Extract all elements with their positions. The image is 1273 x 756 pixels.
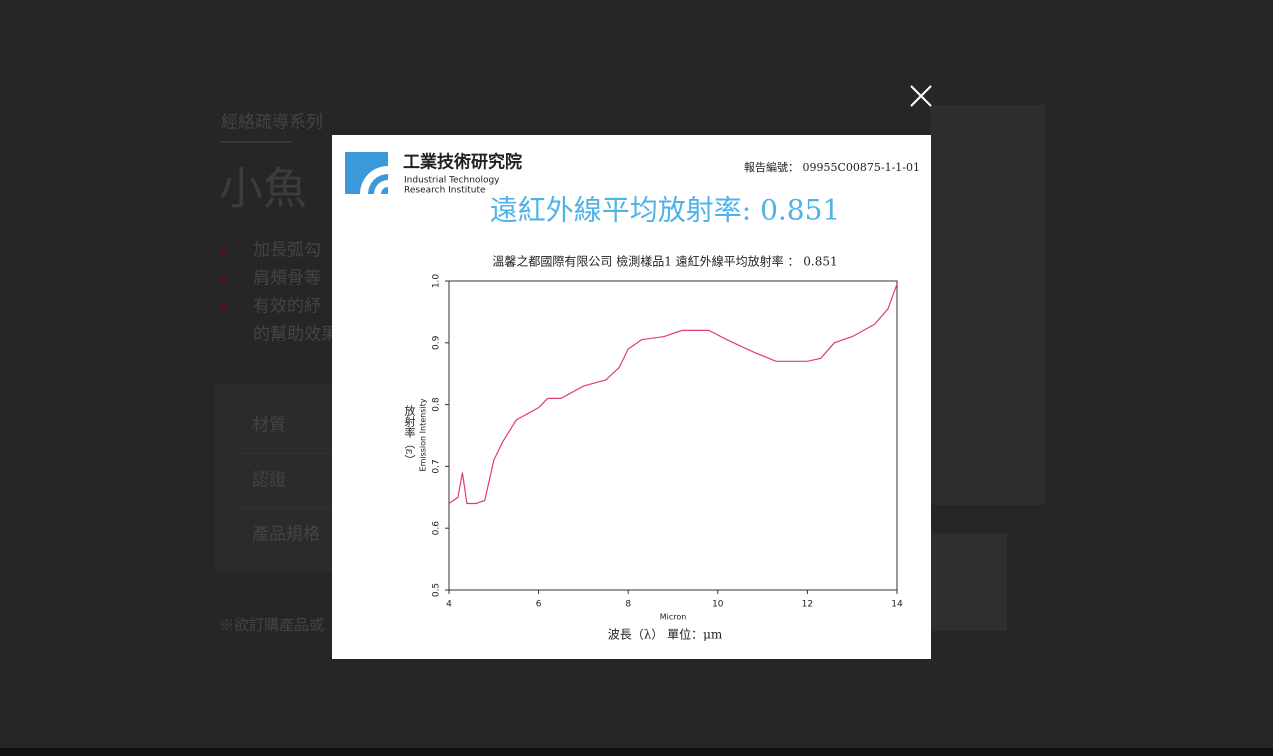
- close-icon[interactable]: [910, 85, 932, 107]
- y-tick-label: 0.8: [432, 397, 442, 412]
- x-tick-label: 8: [625, 600, 631, 610]
- y-tick-label: 0.7: [432, 459, 442, 473]
- headline: 遠紅外線平均放射率: 0.851: [490, 194, 841, 227]
- spec-label: 產品規格: [252, 525, 320, 545]
- spec-box: [215, 385, 335, 573]
- bullet-dot: [220, 276, 226, 282]
- breadcrumb: 經絡疏導系列: [221, 113, 323, 133]
- lightbox-image: [332, 135, 931, 659]
- spec-label: 材質: [252, 416, 286, 436]
- y-tick-label: 0.5: [432, 583, 442, 597]
- logo-arc: [374, 180, 388, 194]
- y-axis-label: Emission Intensity: [419, 398, 428, 471]
- footer-bar: [0, 748, 1273, 756]
- x-tick-label: 12: [802, 600, 813, 610]
- bullet-text: 的幫助效果: [253, 325, 338, 345]
- bullet-dot: [220, 248, 226, 254]
- x-tick-label: 14: [891, 600, 903, 610]
- org-name-en: Research Institute: [404, 186, 486, 196]
- thumbnail: [930, 533, 1007, 631]
- close-button[interactable]: [910, 85, 932, 107]
- report-number: 報告編號： 09955C00875-1-1-01: [744, 160, 920, 174]
- logo-arc: [360, 166, 388, 194]
- y-axis-label: 放射率（ε）: [403, 403, 416, 465]
- x-tick-label: 10: [712, 600, 724, 610]
- bullet-text: 加長弧勾: [253, 241, 321, 261]
- bullet-dot: [220, 304, 226, 310]
- plot-frame: [448, 280, 898, 591]
- org-name: 工業技術研究院: [403, 152, 522, 173]
- logo: [345, 152, 388, 194]
- y-tick-label: 0.9: [432, 335, 442, 350]
- spec-label: 認證: [252, 471, 286, 491]
- y-tick-label: 0.6: [432, 521, 442, 536]
- bullet-text: 肩頰骨等: [253, 269, 321, 289]
- note: ※欲訂購產品或: [219, 616, 324, 634]
- bullet-text: 有效的紓: [253, 297, 321, 317]
- x-axis-label: Micron: [660, 613, 687, 622]
- x-axis-label: 波長（λ） 單位：μm: [608, 627, 723, 642]
- data-line: [448, 283, 898, 505]
- x-tick-label: 6: [536, 600, 542, 610]
- product-title: 小魚: [219, 164, 307, 215]
- x-tick-label: 4: [446, 600, 452, 610]
- chart-title: 溫馨之都國際有限公司 檢測樣品1 遠紅外線平均放射率 ： 0.851: [492, 254, 837, 269]
- org-name-en: Industrial Technology: [404, 176, 500, 186]
- y-tick-label: 1.0: [432, 274, 442, 289]
- product-photo: [930, 105, 1045, 505]
